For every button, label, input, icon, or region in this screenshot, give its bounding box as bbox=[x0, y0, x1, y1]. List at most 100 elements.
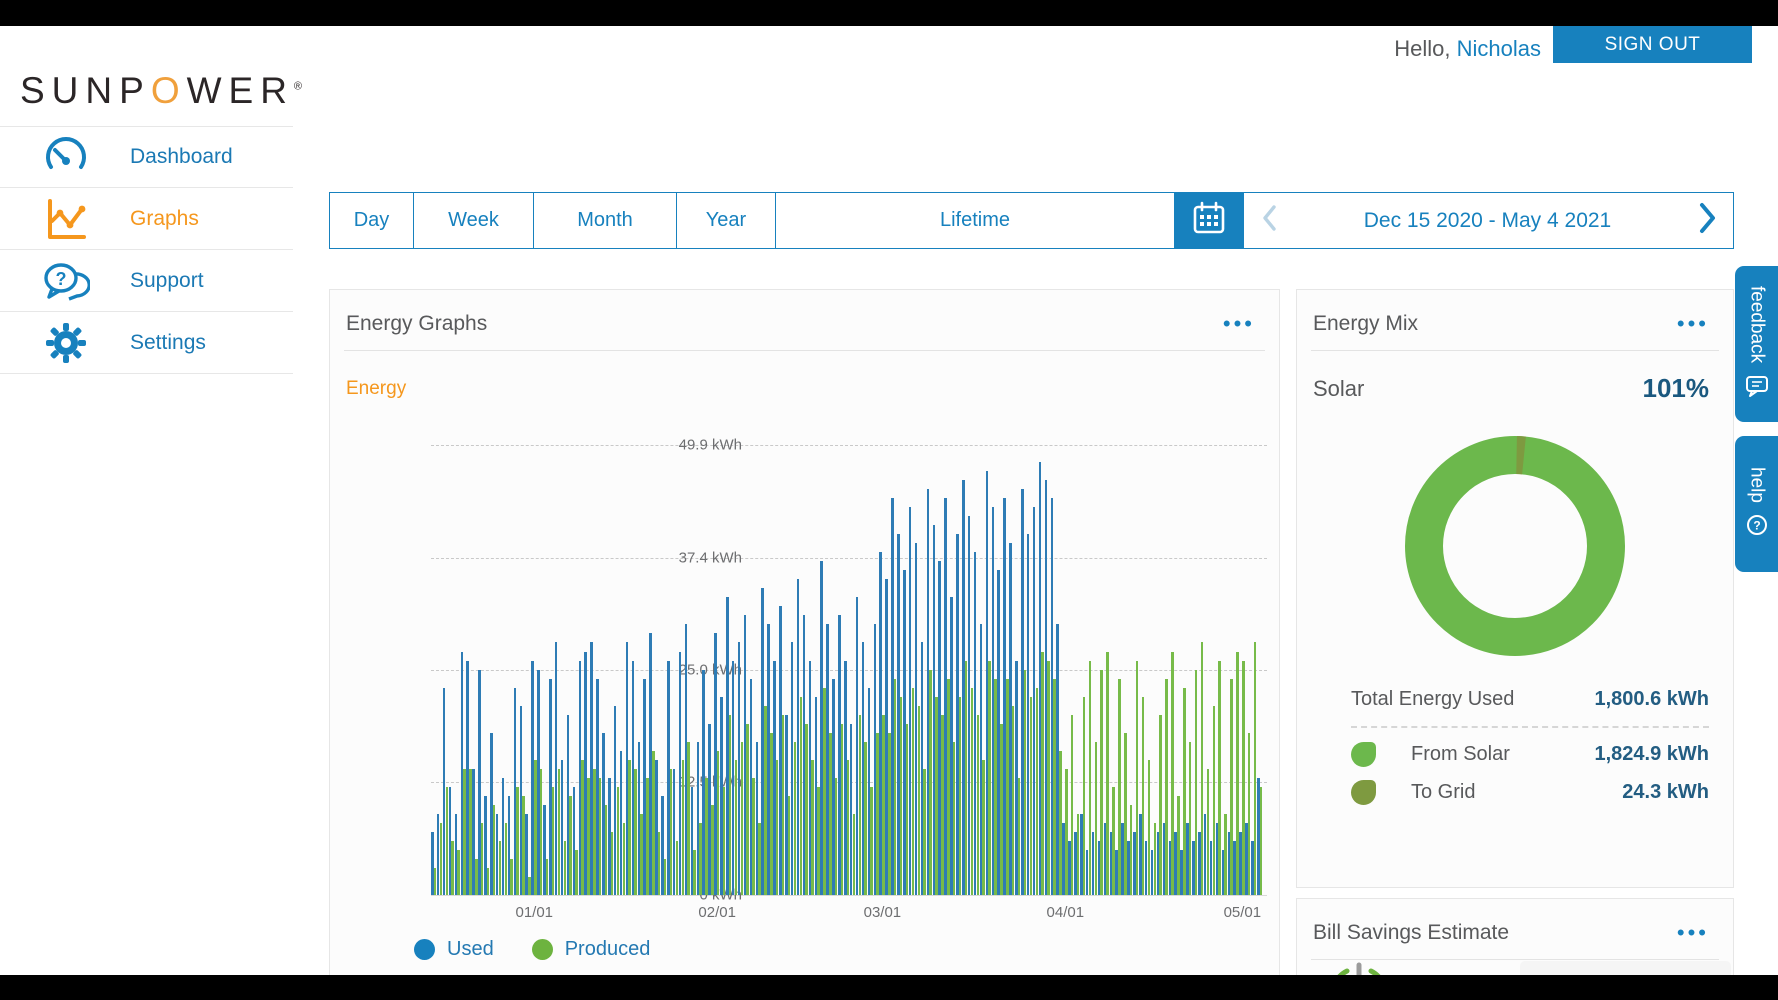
bar-produced bbox=[1029, 696, 1033, 895]
bar-used bbox=[790, 642, 794, 895]
bar-used bbox=[1133, 831, 1136, 895]
bar-used bbox=[1068, 840, 1071, 895]
bar-used bbox=[855, 597, 859, 895]
ellipsis-menu-icon[interactable]: ••• bbox=[1676, 311, 1709, 336]
bar-produced bbox=[893, 678, 897, 895]
chevron-left-icon[interactable] bbox=[1260, 203, 1278, 238]
gridline bbox=[431, 445, 1267, 446]
bar-produced bbox=[870, 786, 873, 895]
bar-produced bbox=[1023, 669, 1027, 895]
bar-used bbox=[826, 624, 829, 895]
bar-used bbox=[1144, 840, 1148, 895]
bar-used bbox=[1156, 831, 1160, 895]
bar-produced bbox=[1000, 723, 1003, 895]
energy-mix-title: Energy Mix bbox=[1313, 312, 1419, 335]
bar-used bbox=[625, 642, 629, 895]
bar-used bbox=[560, 759, 564, 895]
sign-out-button[interactable]: SIGN OUT bbox=[1553, 26, 1752, 63]
bar-used bbox=[702, 669, 705, 895]
bar-used bbox=[672, 768, 676, 895]
bar-used bbox=[1056, 624, 1059, 895]
bar-used bbox=[690, 786, 694, 895]
x-axis-tick-label: 05/01 bbox=[1223, 904, 1262, 921]
legend-item-used: Used bbox=[414, 938, 494, 961]
bar-used bbox=[932, 525, 936, 895]
bar-used bbox=[879, 552, 882, 895]
energy-graphs-panel: Energy Graphs ••• Energy 49.9 kWh 37.4 kW… bbox=[329, 289, 1280, 975]
date-range-label[interactable]: Dec 15 2020 - May 4 2021 bbox=[1363, 208, 1612, 232]
x-axis-tick-label: 04/01 bbox=[1046, 904, 1085, 921]
bar-used bbox=[655, 759, 658, 895]
bar-produced bbox=[1017, 777, 1021, 895]
bar-produced bbox=[1065, 768, 1068, 895]
bar-used bbox=[844, 660, 847, 895]
line-chart-icon bbox=[42, 195, 90, 243]
to-grid-value: 24.3 kWh bbox=[1622, 781, 1709, 803]
bar-used bbox=[1062, 822, 1065, 895]
bar-used bbox=[1168, 840, 1172, 895]
bar-produced bbox=[1070, 714, 1074, 895]
sidebar-item-settings[interactable]: Settings bbox=[0, 312, 293, 374]
sidebar-item-graphs[interactable]: Graphs bbox=[0, 188, 293, 250]
total-energy-used-label: Total Energy Used bbox=[1351, 688, 1515, 710]
bar-produced bbox=[516, 786, 519, 895]
bar-produced bbox=[1053, 678, 1056, 895]
sidebar-item-label: Settings bbox=[130, 330, 206, 354]
chevron-right-icon[interactable] bbox=[1697, 201, 1717, 240]
bar-produced bbox=[557, 768, 561, 895]
date-range-box: Dec 15 2020 - May 4 2021 bbox=[1243, 192, 1734, 249]
bar-produced bbox=[1035, 687, 1039, 895]
sidebar-item-support[interactable]: ? Support bbox=[0, 250, 293, 312]
bar-produced bbox=[1118, 678, 1121, 895]
tab-week[interactable]: Week bbox=[413, 192, 533, 249]
energy-mix-panel: Energy Mix ••• Solar 101% Total Energy U… bbox=[1296, 289, 1734, 888]
tab-day[interactable]: Day bbox=[329, 192, 413, 249]
bar-produced bbox=[935, 696, 938, 895]
sidebar-item-label: Dashboard bbox=[130, 145, 233, 168]
feedback-tab[interactable]: feedback bbox=[1735, 266, 1778, 422]
bar-produced bbox=[1236, 651, 1239, 895]
bar-produced bbox=[994, 678, 997, 895]
bar-produced bbox=[575, 849, 578, 895]
bar-produced bbox=[1129, 804, 1133, 895]
period-toolbar: Day Week Month Year Lifetime bbox=[329, 192, 1734, 249]
bar-used bbox=[667, 660, 670, 895]
bar-produced bbox=[687, 741, 690, 895]
bar-produced bbox=[480, 822, 484, 895]
tab-month[interactable]: Month bbox=[533, 192, 676, 249]
bar-used bbox=[637, 741, 641, 895]
bar-produced bbox=[758, 822, 761, 895]
username-link[interactable]: Nicholas bbox=[1456, 36, 1541, 61]
bar-produced bbox=[1135, 660, 1139, 895]
bar-produced bbox=[752, 777, 755, 895]
bar-used bbox=[572, 786, 576, 895]
bar-produced bbox=[1177, 795, 1180, 895]
bar-produced bbox=[705, 777, 708, 895]
bar-produced bbox=[970, 687, 974, 895]
bar-produced bbox=[740, 741, 744, 895]
to-grid-row: To Grid 24.3 kWh bbox=[1351, 780, 1709, 805]
bar-produced bbox=[693, 849, 696, 895]
x-axis-tick-label: 03/01 bbox=[863, 904, 902, 921]
bar-produced bbox=[1165, 678, 1168, 895]
ellipsis-menu-icon[interactable]: ••• bbox=[1676, 920, 1709, 945]
tab-lifetime[interactable]: Lifetime bbox=[775, 192, 1174, 249]
bar-used bbox=[891, 498, 894, 895]
gridline bbox=[431, 557, 1267, 559]
tab-year[interactable]: Year bbox=[676, 192, 775, 249]
solar-label: Solar bbox=[1313, 375, 1365, 401]
bar-produced bbox=[563, 840, 566, 895]
bar-used bbox=[436, 813, 440, 895]
help-tab[interactable]: help ? bbox=[1735, 436, 1778, 572]
bar-used bbox=[731, 660, 735, 895]
bar-produced bbox=[628, 759, 631, 895]
bar-used bbox=[1003, 498, 1006, 895]
bar-produced bbox=[1247, 732, 1251, 895]
bar-used bbox=[973, 552, 977, 895]
bar-used bbox=[1015, 660, 1018, 895]
bar-used bbox=[796, 579, 800, 895]
calendar-button[interactable] bbox=[1174, 192, 1243, 249]
sidebar-item-dashboard[interactable]: Dashboard bbox=[0, 126, 293, 188]
bar-produced bbox=[911, 687, 915, 895]
bar-produced bbox=[834, 777, 838, 895]
